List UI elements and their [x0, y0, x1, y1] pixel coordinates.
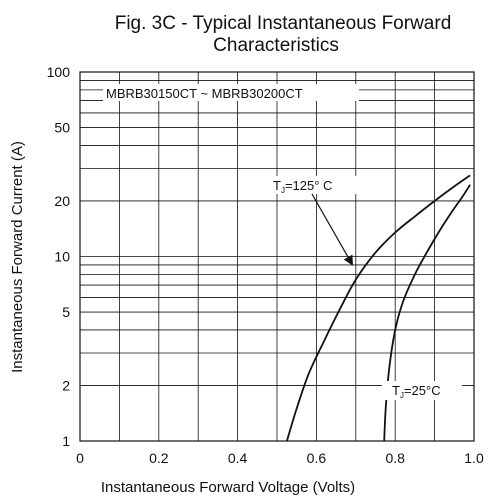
- x-tick-label: 0.2: [149, 450, 169, 466]
- y-tick-label: 5: [62, 304, 70, 320]
- plot-frame: [79, 71, 475, 442]
- label-25c-background: [382, 381, 462, 400]
- grid-lines: [80, 72, 474, 441]
- series-group: [286, 174, 471, 442]
- y-tick-label: 2: [62, 377, 70, 393]
- arrow-125c: [311, 193, 353, 266]
- x-tick-label: 0.4: [228, 450, 248, 466]
- x-tick-label: 1.0: [464, 450, 484, 466]
- part-label-background: [103, 84, 359, 101]
- part-number-label: MBRB30150CT ~ MBRB30200CT: [106, 86, 303, 101]
- chart-title-line2: Characteristics: [213, 35, 339, 56]
- x-tick-label: 0: [76, 450, 84, 466]
- y-axis-label: Instantaneous Forward Current (A): [9, 141, 26, 373]
- y-tick-label: 50: [54, 120, 70, 136]
- series-line-25c: [383, 184, 471, 442]
- x-tick-labels: 0 0.2 0.4 0.6 0.8 1.0: [76, 450, 484, 466]
- x-tick-label: 0.8: [385, 450, 405, 466]
- y-tick-label: 10: [54, 249, 70, 265]
- y-tick-label: 1: [62, 433, 70, 449]
- x-axis-label: Instantaneous Forward Voltage (Volts): [101, 479, 355, 496]
- y-tick-label: 100: [47, 64, 71, 80]
- y-tick-labels: 1 2 5 10 20 50 100: [47, 64, 71, 449]
- series-label-125c: TJ=125° C: [273, 178, 332, 195]
- x-tick-label: 0.6: [307, 450, 327, 466]
- label-125c-background: [270, 176, 360, 194]
- y-tick-label: 20: [54, 193, 70, 209]
- series-label-25c: TJ=25°C: [392, 383, 441, 400]
- chart-title-line1: Fig. 3C - Typical Instantaneous Forward: [115, 13, 452, 34]
- series-line-125c: [286, 174, 471, 442]
